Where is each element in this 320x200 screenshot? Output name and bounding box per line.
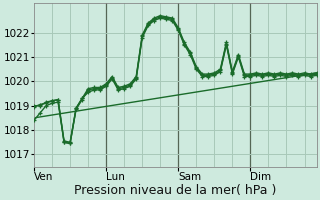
X-axis label: Pression niveau de la mer( hPa ): Pression niveau de la mer( hPa ) bbox=[74, 184, 276, 197]
